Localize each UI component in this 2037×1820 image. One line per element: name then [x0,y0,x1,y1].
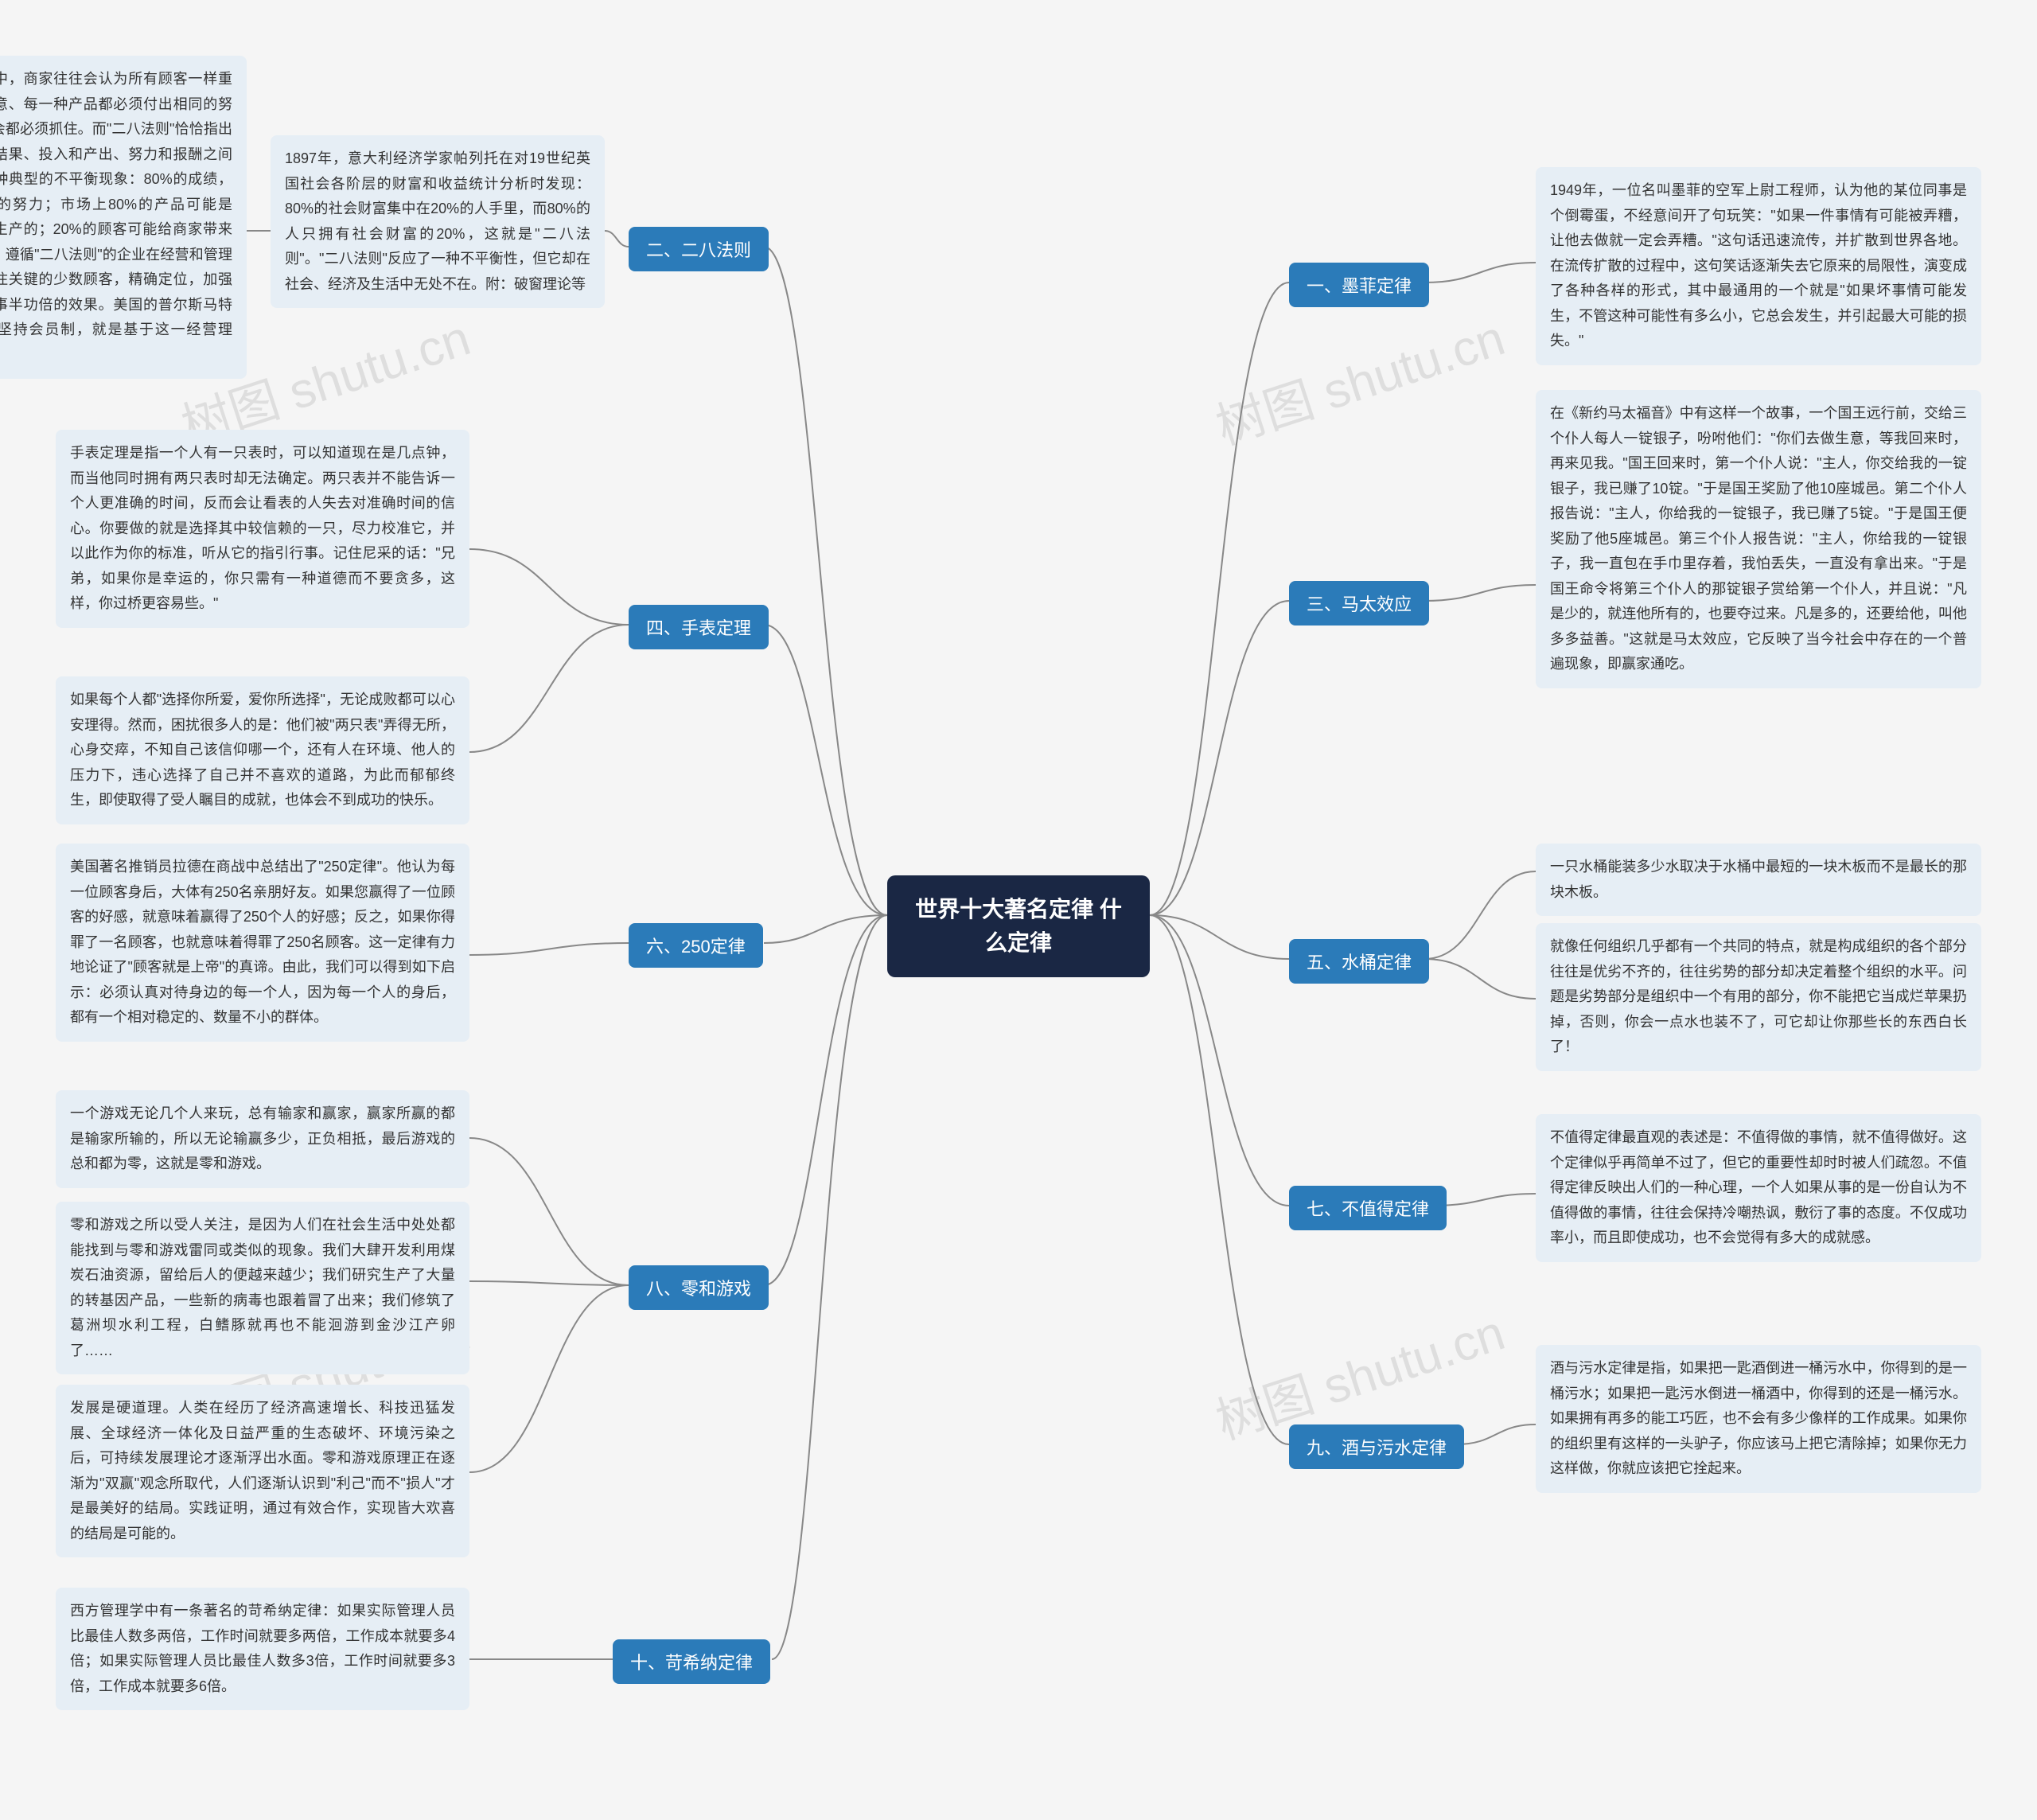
center-topic[interactable]: 世界十大著名定律 什么定律 [887,875,1150,977]
leaf-notworth-1: 不值得定律最直观的表述是：不值得做的事情，就不值得做好。这个定律似乎再简单不过了… [1536,1114,1981,1262]
leaf-watch-1: 手表定理是指一个人有一只表时，可以知道现在是几点钟，而当他同时拥有两只表时却无法… [56,430,469,628]
leaf-pareto-1: 1897年，意大利经济学家帕列托在对19世纪英国社会各阶层的财富和收益统计分析时… [271,135,605,308]
leaf-250-1: 美国著名推销员拉德在商战中总结出了"250定律"。他认为每一位顾客身后，大体有2… [56,844,469,1042]
branch-zerosum[interactable]: 八、零和游戏 [629,1265,769,1310]
branch-murphy[interactable]: 一、墨菲定律 [1289,263,1429,307]
branch-pareto[interactable]: 二、二八法则 [629,227,769,271]
branch-kohner[interactable]: 十、苛希纳定律 [613,1639,770,1684]
branch-250[interactable]: 六、250定律 [629,923,763,968]
leaf-watch-2: 如果每个人都"选择你所爱，爱你所选择"，无论成败都可以心安理得。然而，困扰很多人… [56,676,469,824]
leaf-bucket-2: 就像任何组织几乎都有一个共同的特点，就是构成组织的各个部分往往是优劣不齐的，往往… [1536,923,1981,1071]
branch-watch[interactable]: 四、手表定理 [629,605,769,649]
leaf-matthew-1: 在《新约马太福音》中有这样一个故事，一个国王远行前，交给三个仆人每人一锭银子，吩… [1536,390,1981,688]
leaf-zerosum-3: 发展是硬道理。人类在经历了经济高速增长、科技迅猛发展、全球经济一体化及日益严重的… [56,1385,469,1557]
leaf-wine-1: 酒与污水定律是指，如果把一匙酒倒进一桶污水中，你得到的是一桶污水；如果把一匙污水… [1536,1345,1981,1493]
branch-matthew[interactable]: 三、马太效应 [1289,581,1429,626]
leaf-murphy-1: 1949年，一位名叫墨菲的空军上尉工程师，认为他的某位同事是个倒霉蛋，不经意间开… [1536,167,1981,365]
leaf-kohner-1: 西方管理学中有一条著名的苛希纳定律：如果实际管理人员比最佳人数多两倍，工作时间就… [56,1588,469,1710]
branch-wine[interactable]: 九、酒与污水定律 [1289,1424,1464,1469]
leaf-zerosum-1: 一个游戏无论几个人来玩，总有输家和赢家，赢家所赢的都是输家所输的，所以无论输赢多… [56,1090,469,1188]
mindmap-canvas: 树图 shutu.cn 树图 shutu.cn 树图 shutu.cn 树图 s… [0,0,2037,1820]
leaf-bucket-1: 一只水桶能装多少水取决于水桶中最短的一块木板而不是最长的那块木板。 [1536,844,1981,916]
watermark: 树图 shutu.cn [1205,298,1512,458]
leaf-pareto-2: 在商品营销中，商家往往会认为所有顾客一样重要；所有生意、每一种产品都必须付出相同… [0,56,247,379]
branch-bucket[interactable]: 五、水桶定律 [1289,939,1429,984]
branch-notworth[interactable]: 七、不值得定律 [1289,1186,1447,1230]
leaf-zerosum-2: 零和游戏之所以受人关注，是因为人们在社会生活中处处都能找到与零和游戏雷同或类似的… [56,1202,469,1374]
